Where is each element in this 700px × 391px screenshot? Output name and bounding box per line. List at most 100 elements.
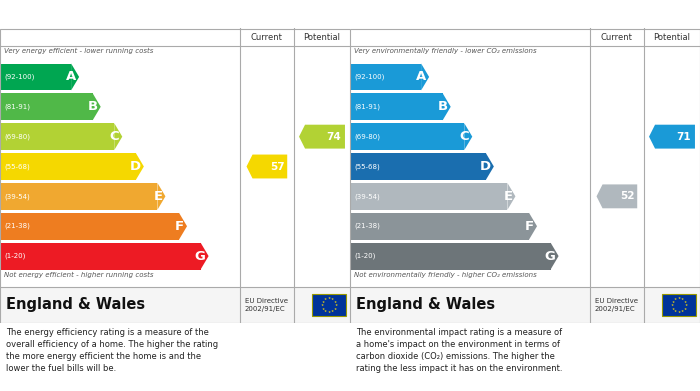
Text: ★: ★	[683, 300, 687, 303]
Bar	[350, 153, 486, 180]
Text: (81-91): (81-91)	[4, 104, 30, 110]
Text: ★: ★	[324, 309, 327, 313]
Polygon shape	[421, 63, 429, 90]
Text: (55-68): (55-68)	[354, 163, 379, 170]
Text: D: D	[130, 160, 141, 173]
Text: ★: ★	[331, 309, 334, 313]
Text: ★: ★	[681, 309, 684, 313]
Text: G: G	[545, 249, 556, 263]
Bar	[350, 287, 700, 323]
Polygon shape	[596, 185, 637, 208]
Text: (39-54): (39-54)	[4, 193, 29, 200]
Text: C: C	[110, 130, 119, 143]
Text: (81-91): (81-91)	[354, 104, 380, 110]
Text: (21-38): (21-38)	[4, 223, 30, 230]
Text: ★: ★	[674, 297, 677, 301]
Bar	[312, 294, 346, 316]
Polygon shape	[158, 183, 165, 210]
Polygon shape	[92, 93, 101, 120]
Polygon shape	[649, 125, 695, 149]
Polygon shape	[201, 243, 209, 269]
Polygon shape	[246, 154, 287, 178]
Polygon shape	[551, 243, 559, 269]
Text: Very energy efficient - lower running costs: Very energy efficient - lower running co…	[4, 48, 153, 54]
Text: F: F	[525, 220, 534, 233]
Text: ★: ★	[681, 297, 684, 301]
Text: ★: ★	[321, 307, 325, 310]
Polygon shape	[529, 213, 537, 240]
Bar	[0, 153, 136, 180]
Text: B: B	[438, 100, 448, 113]
Text: A: A	[66, 70, 76, 83]
Text: Energy Efficiency Rating: Energy Efficiency Rating	[8, 7, 180, 20]
Text: Current: Current	[251, 32, 283, 41]
Text: (1-20): (1-20)	[354, 253, 375, 259]
Polygon shape	[114, 123, 122, 150]
Text: Very environmentally friendly - lower CO₂ emissions: Very environmentally friendly - lower CO…	[354, 48, 537, 54]
Text: E: E	[153, 190, 162, 203]
Text: (1-20): (1-20)	[4, 253, 25, 259]
Text: ★: ★	[333, 307, 337, 310]
Text: ★: ★	[678, 310, 680, 314]
Text: ★: ★	[335, 303, 337, 307]
Bar	[0, 287, 350, 323]
Polygon shape	[464, 123, 473, 150]
Text: Environmental Impact (CO₂) Rating: Environmental Impact (CO₂) Rating	[358, 7, 604, 20]
Text: Not environmentally friendly - higher CO₂ emissions: Not environmentally friendly - higher CO…	[354, 272, 537, 278]
Text: E: E	[503, 190, 512, 203]
Text: ★: ★	[333, 300, 337, 303]
Bar	[0, 243, 201, 269]
Text: (55-68): (55-68)	[4, 163, 29, 170]
Bar	[350, 63, 421, 90]
Text: ★: ★	[328, 310, 330, 314]
Text: C: C	[460, 130, 469, 143]
Text: (39-54): (39-54)	[354, 193, 379, 200]
Bar	[0, 213, 179, 240]
Polygon shape	[508, 183, 515, 210]
Bar	[350, 213, 529, 240]
Polygon shape	[299, 125, 345, 149]
Bar	[0, 63, 71, 90]
Text: G: G	[195, 249, 206, 263]
Text: EU Directive
2002/91/EC: EU Directive 2002/91/EC	[595, 298, 638, 312]
Text: (21-38): (21-38)	[354, 223, 380, 230]
Text: ★: ★	[683, 307, 687, 310]
Text: ★: ★	[674, 309, 677, 313]
Polygon shape	[136, 153, 144, 180]
Polygon shape	[486, 153, 494, 180]
Bar	[0, 93, 92, 120]
Polygon shape	[71, 63, 79, 90]
Text: The environmental impact rating is a measure of
a home's impact on the environme: The environmental impact rating is a mea…	[356, 328, 563, 373]
Text: D: D	[480, 160, 491, 173]
Text: EU Directive
2002/91/EC: EU Directive 2002/91/EC	[245, 298, 288, 312]
Text: 74: 74	[326, 132, 341, 142]
Text: (92-100): (92-100)	[4, 74, 34, 80]
Bar	[350, 93, 442, 120]
Text: ★: ★	[671, 300, 675, 303]
Text: Not energy efficient - higher running costs: Not energy efficient - higher running co…	[4, 272, 153, 278]
Text: England & Wales: England & Wales	[6, 298, 145, 312]
Text: ★: ★	[685, 303, 687, 307]
Text: ★: ★	[678, 296, 680, 300]
Text: ★: ★	[328, 296, 330, 300]
Text: Current: Current	[601, 32, 633, 41]
Text: The energy efficiency rating is a measure of the
overall efficiency of a home. T: The energy efficiency rating is a measur…	[6, 328, 218, 373]
Text: ★: ★	[671, 307, 675, 310]
Bar	[350, 183, 508, 210]
Text: Potential: Potential	[654, 32, 690, 41]
Text: ★: ★	[321, 303, 323, 307]
Text: (92-100): (92-100)	[354, 74, 384, 80]
Text: England & Wales: England & Wales	[356, 298, 495, 312]
Text: A: A	[416, 70, 426, 83]
Text: (69-80): (69-80)	[354, 133, 380, 140]
Text: 71: 71	[676, 132, 691, 142]
Bar	[0, 183, 158, 210]
Bar	[0, 123, 114, 150]
Text: ★: ★	[331, 297, 334, 301]
Text: (69-80): (69-80)	[4, 133, 30, 140]
Text: 57: 57	[270, 161, 284, 172]
Bar	[350, 243, 551, 269]
Text: 52: 52	[620, 191, 634, 201]
Bar	[350, 123, 464, 150]
Text: F: F	[175, 220, 184, 233]
